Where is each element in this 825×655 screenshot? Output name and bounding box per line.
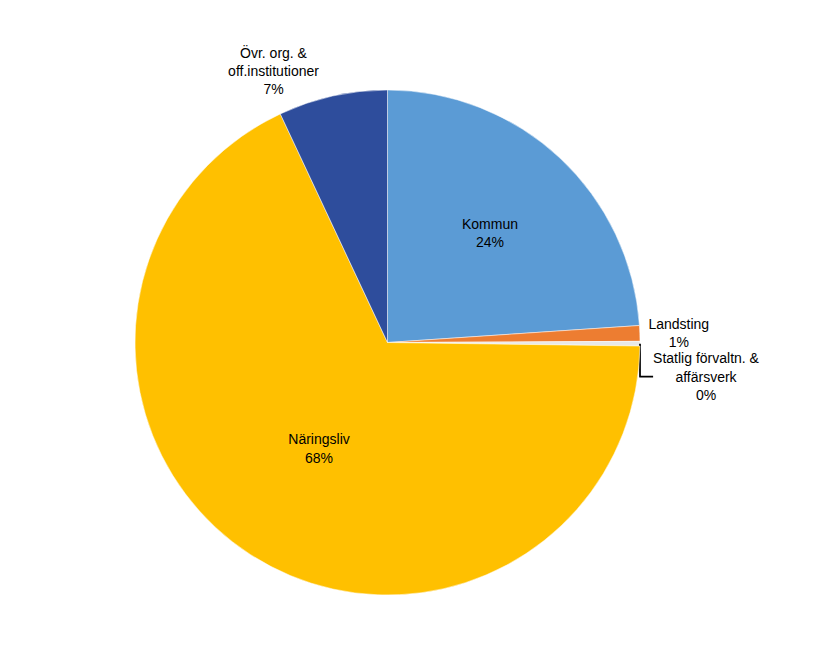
svg-text:Kommun24%: Kommun24% [462, 216, 518, 250]
svg-text:Övr. org. &off.institutioner7%: Övr. org. &off.institutioner7% [228, 44, 319, 97]
svg-text:Landsting1%: Landsting1% [648, 316, 709, 350]
svg-text:Näringsliv68%: Näringsliv68% [288, 431, 349, 465]
svg-text:Statlig förvaltn. &affärsverk0: Statlig förvaltn. &affärsverk0% [653, 350, 759, 402]
